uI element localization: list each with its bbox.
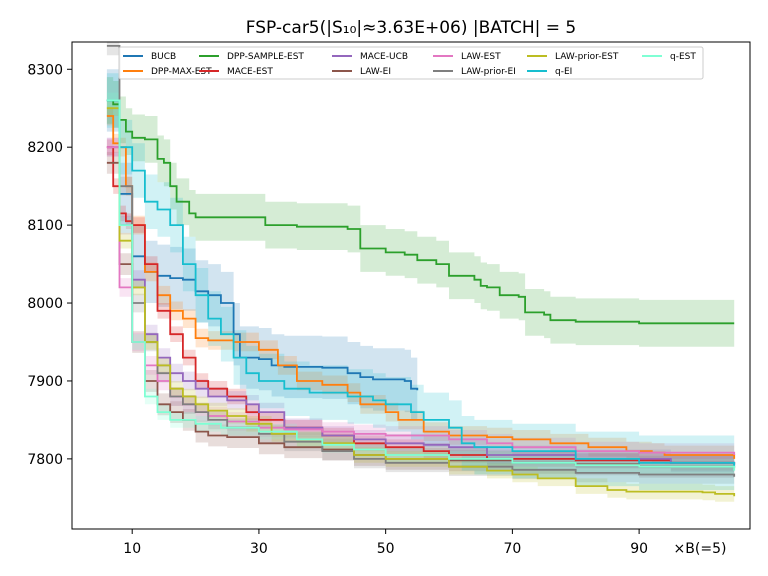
y-tick-label: 8200 <box>27 140 63 156</box>
legend-label-dpp-max-est: DPP-MAX-EST <box>151 67 212 77</box>
x-tick-label: 30 <box>250 541 268 557</box>
legend: BUCB DPP-MAX-EST DPP-SAMPLE-EST MACE-EST MAC… <box>118 46 704 80</box>
x-axis: 10 30 50 70 90 <box>123 529 648 557</box>
series-line-q-est <box>106 99 736 471</box>
x-tick-label: 70 <box>503 541 521 557</box>
series-line-dpp-sample-est <box>106 99 735 325</box>
legend-label-law-prior-est: LAW-prior-EST <box>555 52 619 62</box>
legend-label-q-est: q-EST <box>670 52 696 62</box>
x-axis-label: ×B(=5) <box>674 541 727 557</box>
plot-area-frame <box>71 41 751 530</box>
x-tick-label: 50 <box>377 541 395 557</box>
x-tick-label: 90 <box>630 541 648 557</box>
legend-label-mace-ucb: MACE-UCB <box>360 52 408 62</box>
band-bucb <box>106 69 418 422</box>
band-dpp-sample-est <box>106 77 735 347</box>
chart-title: FSP-car5(|S₁₀|≈3.63E+06) |BATCH| = 5 <box>246 18 576 38</box>
y-tick-label: 8300 <box>27 62 63 78</box>
series-lines <box>106 45 736 497</box>
y-tick-label: 7800 <box>27 452 63 468</box>
band-q-ei <box>106 73 735 494</box>
legend-box <box>118 46 704 80</box>
legend-label-bucb: BUCB <box>151 52 176 62</box>
legend-label-q-ei: q-EI <box>555 67 572 77</box>
legend-label-mace-est: MACE-EST <box>227 67 273 77</box>
x-tick-label: 10 <box>123 541 141 557</box>
y-axis: 7800 7900 8000 8100 8200 8300 <box>27 62 72 468</box>
confidence-bands <box>106 42 735 505</box>
y-tick-label: 7900 <box>27 374 63 390</box>
legend-label-dpp-sample-est: DPP-SAMPLE-EST <box>227 52 304 62</box>
y-tick-label: 8100 <box>27 218 63 234</box>
legend-label-law-prior-ei: LAW-prior-EI <box>461 67 516 77</box>
legend-label-law-est: LAW-EST <box>461 52 501 62</box>
series-line-q-ei <box>106 99 736 467</box>
legend-label-law-ei: LAW-EI <box>360 67 391 77</box>
y-tick-label: 8000 <box>27 296 63 312</box>
